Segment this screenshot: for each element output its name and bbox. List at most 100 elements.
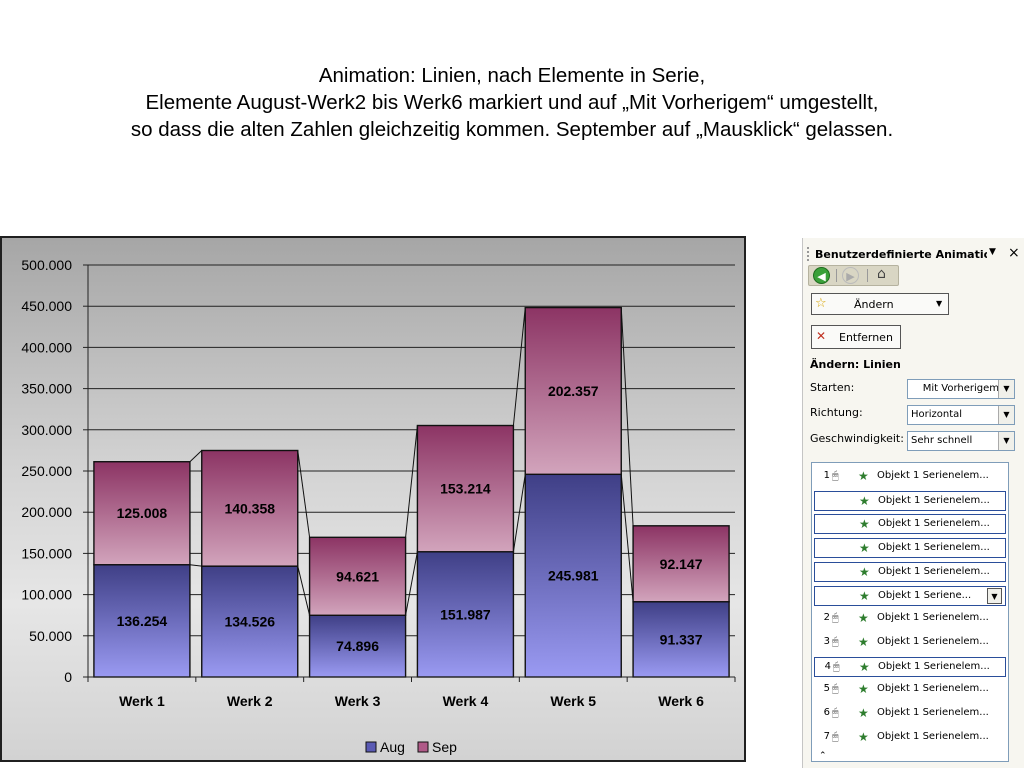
entrance-effect-icon: ★ (859, 564, 870, 579)
chevron-down-icon: ▼ (936, 299, 943, 308)
entrance-effect-icon: ★ (859, 541, 870, 556)
effect-label: Objekt 1 Serienelem... (877, 730, 989, 742)
effect-label: Objekt 1 Serienelem... (877, 707, 989, 718)
effect-order-number: 6 (823, 707, 830, 718)
home-icon[interactable]: ⌂ (877, 266, 886, 282)
data-label-sep: 153.214 (440, 481, 491, 497)
change-effect-label: Ändern (854, 298, 894, 311)
y-tick-label: 500.000 (21, 257, 72, 273)
scroll-up-icon[interactable]: ⌃ (819, 751, 827, 761)
change-effect-button[interactable]: ☆ Ändern ▼ (811, 293, 949, 315)
mouse-click-icon: 🖱 (832, 611, 839, 625)
chevron-down-icon: ▼ (998, 380, 1014, 398)
effect-list-item[interactable]: 6 🖱 ★ Objekt 1 Serienelem... (814, 704, 1006, 724)
data-label-sep: 125.008 (117, 505, 168, 521)
series-line (405, 551, 418, 616)
effect-list-item[interactable]: 7 🖱 ★ Objekt 1 Serienelem... (814, 728, 1006, 748)
y-tick-label: 350.000 (21, 381, 72, 397)
slide-title: Animation: Linien, nach Elemente in Seri… (0, 62, 1024, 143)
mouse-click-icon: 🖱 (832, 706, 839, 719)
data-label-sep: 202.357 (548, 383, 599, 399)
effect-order-number: 1 (823, 470, 830, 481)
y-tick-label: 300.000 (21, 422, 72, 438)
effect-label: Objekt 1 Serienelem... (877, 612, 989, 624)
slide-title-line-3: so dass die alten Zahlen gleichzeitig ko… (130, 118, 894, 141)
mouse-click-icon: 🖱 (833, 659, 840, 673)
effect-list-item[interactable]: ★ Objekt 1 Serienelem... (814, 538, 1006, 559)
speed-select[interactable]: Sehr schnell ▼ (907, 431, 1015, 451)
effect-label: Objekt 1 Seriene... (878, 589, 972, 601)
back-icon[interactable]: ◀ (813, 267, 830, 284)
data-label-aug: 136.254 (117, 613, 168, 629)
effect-label: Objekt 1 Serienelem... (877, 683, 989, 695)
direction-select[interactable]: Horizontal ▼ (907, 405, 1015, 425)
chevron-down-icon[interactable]: ▼ (987, 587, 1002, 604)
series-line (297, 566, 311, 616)
stacked-bar-chart: 136.254 125.008 134.526 140.358 74.896 94.621… (21, 257, 736, 755)
effect-list-item[interactable]: 5 🖱 ★ Objekt 1 Serienelem... (814, 680, 1006, 700)
legend-swatch-sep (417, 741, 429, 753)
data-label-aug: 245.981 (548, 568, 599, 584)
legend-label-sep: Sep (432, 739, 457, 755)
nav-separator (836, 269, 837, 282)
series-line (620, 307, 634, 526)
bar-sep (93, 461, 191, 566)
close-icon[interactable]: × (1008, 245, 1020, 261)
effect-order-number: 4 (824, 660, 831, 672)
effect-order-number: 3 (823, 635, 830, 647)
entrance-effect-icon: ★ (859, 588, 870, 603)
y-tick-label: 450.000 (21, 298, 72, 314)
effect-order-number: 2 (823, 612, 830, 624)
speed-label: Geschwindigkeit: (810, 432, 904, 445)
effect-list-item[interactable]: 2 🖱 ★ Objekt 1 Serienelem... (814, 609, 1006, 629)
data-label-sep: 92.147 (660, 556, 703, 572)
effect-list-item[interactable]: 1 🖱 ★ Objekt 1 Serienelem... (814, 467, 1006, 487)
chart-area[interactable]: 136.254 125.008 134.526 140.358 74.896 94.621… (0, 236, 746, 762)
bar-sep (632, 525, 730, 603)
effect-label: Objekt 1 Serienelem... (878, 660, 990, 672)
effect-order-number: 7 (823, 730, 830, 742)
effect-order-number: 5 (823, 683, 830, 695)
slide-title-line-1: Animation: Linien, nach Elemente in Seri… (318, 64, 706, 87)
x-category-label: Werk 5 (550, 693, 596, 709)
data-label-sep: 140.358 (224, 500, 275, 516)
x-category-label: Werk 2 (227, 693, 273, 709)
effect-list-item[interactable]: ★ Objekt 1 Serienelem... (814, 490, 1006, 511)
nav-separator (867, 269, 868, 282)
bar-aug (93, 564, 191, 678)
effect-list-item[interactable]: ★ Objekt 1 Serienelem... (814, 514, 1006, 535)
y-tick-label: 200.000 (21, 504, 72, 520)
mouse-click-icon: 🖱 (832, 682, 839, 696)
y-tick-label: 150.000 (21, 545, 72, 561)
x-category-label: Werk 3 (335, 693, 381, 709)
entrance-effect-icon: ★ (858, 682, 869, 697)
forward-icon[interactable]: ▶ (842, 267, 859, 284)
bar-sep (308, 536, 407, 616)
effect-list-item[interactable]: ★ Objekt 1 Serienelem... (814, 561, 1006, 582)
pane-navigation: ◀ ▶ ⌂ (808, 265, 899, 286)
data-label-aug: 74.896 (336, 638, 379, 654)
effect-list-item[interactable]: ★ Objekt 1 Seriene... ▼ (814, 585, 1006, 606)
mouse-click-icon: 🖱 (832, 469, 839, 482)
start-select[interactable]: Mit Vorherigem ▼ (907, 379, 1015, 399)
y-tick-label: 400.000 (21, 339, 72, 355)
effect-list-item[interactable]: 4 🖱 ★ Objekt 1 Serienelem... (814, 656, 1006, 677)
effect-list-item[interactable]: 3 🖱 ★ Objekt 1 Serienelem... (814, 633, 1006, 653)
animation-effect-list[interactable]: 1 🖱 ★ Objekt 1 Serienelem... ★ Objekt 1 Serie… (811, 462, 1009, 762)
remove-effect-button[interactable]: ✕ Entfernen (811, 325, 901, 349)
y-tick-label: 0 (64, 669, 72, 685)
entrance-effect-icon: ★ (858, 611, 869, 626)
effect-label: Objekt 1 Serienelem... (877, 635, 989, 647)
effect-heading: Ändern: Linien (810, 358, 901, 371)
pane-grip[interactable] (807, 247, 812, 261)
entrance-effect-icon: ★ (859, 493, 870, 508)
star-effect-icon: ☆ (815, 296, 827, 311)
custom-animation-pane: Benutzerdefinierte Animation ▼ × ◀ ▶ ⌂ ☆… (802, 238, 1024, 768)
mouse-click-icon: 🖱 (832, 729, 839, 743)
data-label-aug: 91.337 (660, 631, 703, 647)
effect-label: Objekt 1 Serienelem... (878, 518, 990, 530)
start-select-value: Mit Vorherigem (922, 383, 999, 394)
pane-menu-arrow-icon[interactable]: ▼ (989, 247, 996, 257)
x-category-label: Werk 6 (658, 693, 704, 709)
series-line (512, 474, 526, 552)
